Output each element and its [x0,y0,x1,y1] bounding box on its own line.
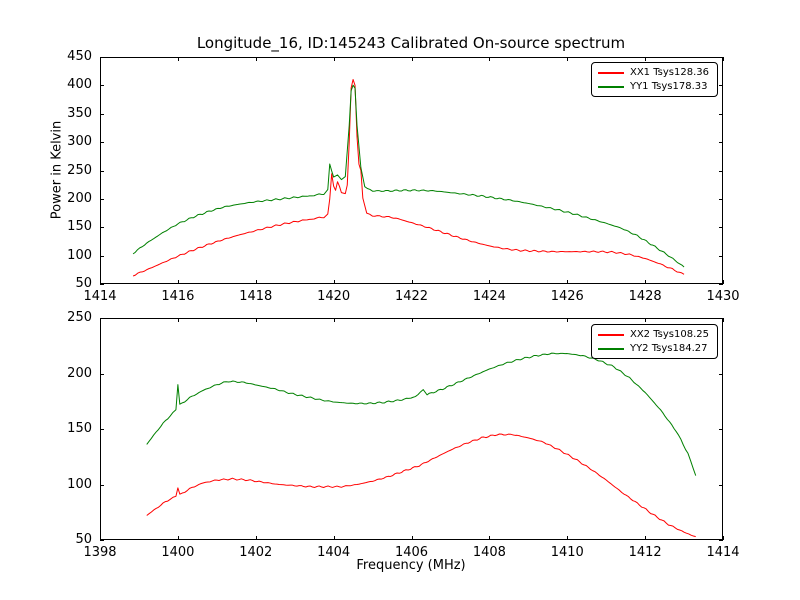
y-tick-label: 200 [67,190,92,206]
legend-label-xx1: XX1 Tsys128.36 [629,67,709,78]
y-tick-label: 250 [67,162,92,178]
chart-title: Longitude_16, ID:145243 Calibrated On-so… [196,34,626,52]
legend-entry: XX2 Tsys108.25 [597,329,709,340]
y-tick-label: 100 [67,476,92,492]
legend-line-yy1 [597,85,624,88]
x-tick-label: 1420 [317,289,351,304]
x-tick-label: 1426 [550,289,584,304]
legend-label-xx2: XX2 Tsys108.25 [629,329,709,340]
legend-top: XX1 Tsys128.36 YY1 Tsys178.33 [590,62,718,97]
y-tick-label: 50 [75,276,92,291]
y-tick-label: 150 [67,219,92,235]
series-line [146,433,696,538]
legend-label-yy2: YY2 Tsys184.27 [629,343,708,354]
y-tick-label: 200 [67,365,92,381]
y-axis-label: Power in Kelvin [49,120,65,220]
x-tick-label: 1410 [550,545,584,560]
y-tick-label: 100 [67,247,92,263]
x-tick-label: 1404 [317,545,351,560]
x-tick-label: 1418 [239,289,273,304]
legend-entry: YY1 Tsys178.33 [597,81,709,92]
x-tick-label: 1402 [239,545,273,560]
x-tick-label: 1408 [472,545,506,560]
y-tick-label: 350 [67,105,92,121]
x-tick-label: 1430 [706,289,740,304]
bottom-subplot-axes: 1398 1400 1402 1404 1406 1408 1410 1412 1414 50 10… [67,311,739,560]
legend-line-xx1 [597,71,624,74]
x-tick-label: 1416 [161,289,195,304]
y-tick-label: 400 [67,77,92,93]
legend-line-yy2 [597,347,624,350]
series-line [132,79,685,277]
legend-entry: XX1 Tsys128.36 [597,67,709,78]
y-tick-label: 150 [67,421,92,436]
legend-bottom: XX2 Tsys108.25 YY2 Tsys184.27 [590,324,718,359]
x-axis-label: Frequency (MHz) [356,558,466,573]
x-tick-label: 1414 [706,545,740,560]
x-tick-label: 1428 [628,289,662,304]
series-line [132,84,685,268]
series-line [146,352,697,476]
legend-label-yy1: YY1 Tsys178.33 [629,81,708,92]
y-tick-label: 300 [67,134,92,150]
x-tick-label: 1406 [394,545,429,560]
top-subplot-axes: 1414 1416 1418 1420 1422 1424 1426 1428 1430 50 10… [67,50,739,304]
legend-line-xx2 [597,333,624,336]
y-tick-label: 450 [67,49,92,64]
x-tick-label: 1422 [394,289,429,304]
x-tick-label: 1414 [83,289,117,304]
x-tick-label: 1398 [83,545,117,560]
x-tick-label: 1412 [628,545,662,560]
x-tick-label: 1424 [472,289,506,304]
y-tick-label: 50 [75,532,92,547]
x-tick-label: 1400 [161,545,195,560]
y-tick-label: 250 [67,310,92,325]
legend-entry: YY2 Tsys184.27 [597,343,709,354]
